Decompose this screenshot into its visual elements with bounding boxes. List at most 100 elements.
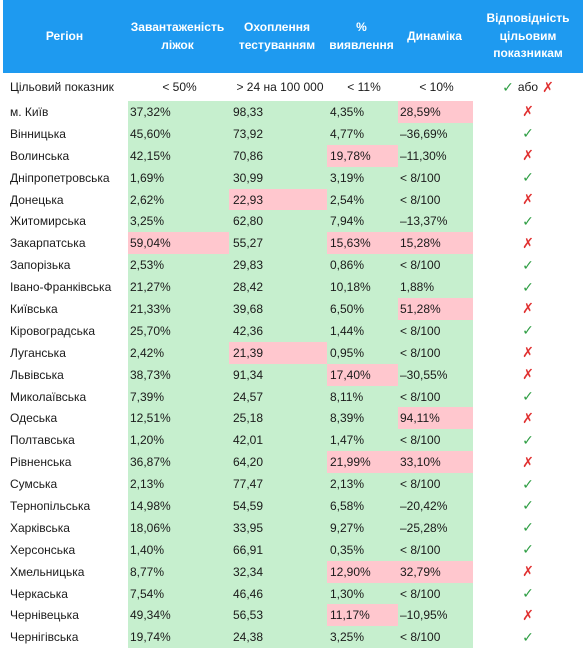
detection-cell: 6,58%	[327, 495, 398, 517]
compliance-cell: ✓	[473, 539, 583, 561]
region-cell: Миколаївська	[10, 389, 87, 404]
detection-cell: 1,30%	[327, 582, 398, 605]
dynamics-cell: 32,79%	[398, 560, 473, 583]
detection-cell: 19,78%	[327, 144, 398, 167]
check-icon: ✓	[522, 388, 534, 405]
testing-cell: 64,20	[229, 451, 327, 474]
region-cell: Дніпропетровська	[10, 170, 110, 185]
dynamics-cell: < 8/100	[398, 429, 473, 452]
regions-table: Регіон Завантаженість ліжок Охоплення те…	[3, 0, 583, 649]
beds-cell: 12,51%	[128, 407, 229, 430]
compliance-cell: ✗	[473, 364, 583, 386]
dynamics-cell: –13,37%	[398, 210, 473, 233]
cross-icon: ✗	[522, 234, 534, 251]
check-icon: ✓	[522, 278, 534, 295]
header-testing: Охоплення тестуванням	[238, 20, 316, 52]
header-compliance: Відповідність цільовим показникам	[486, 11, 570, 61]
dynamics-cell: 94,11%	[398, 407, 473, 430]
beds-cell: 1,69%	[128, 166, 229, 189]
dynamics-cell: < 8/100	[398, 582, 473, 605]
table-body: м. Київ 37,32% 98,33 4,35% 28,59% ✗ Вінницька 4…	[3, 101, 583, 649]
beds-cell: 42,15%	[128, 144, 229, 167]
detection-cell: 8,11%	[327, 385, 398, 408]
table-row: Тернопільська 14,98% 54,59 6,58% –20,42% ✓	[3, 495, 583, 517]
dynamics-cell: < 8/100	[398, 254, 473, 277]
detection-cell: 17,40%	[327, 363, 398, 386]
table-row: Миколаївська 7,39% 24,57 8,11% < 8/100 ✓	[3, 385, 583, 408]
detection-cell: 2,54%	[327, 188, 398, 211]
dynamics-cell: 28,59%	[398, 101, 473, 123]
region-cell: Київська	[10, 301, 58, 316]
region-cell: Чернівецька	[10, 608, 79, 623]
testing-cell: 39,68	[229, 298, 327, 320]
compliance-cell: ✓	[473, 583, 583, 605]
region-cell: Рівненська	[10, 455, 72, 470]
detection-cell: 0,35%	[327, 538, 398, 561]
header-region: Регіон	[45, 28, 84, 43]
compliance-cell: ✓	[473, 473, 583, 495]
region-cell: Одеська	[10, 411, 58, 426]
target-testing: > 24 на 100 000	[236, 80, 324, 94]
region-cell: Херсонська	[10, 542, 76, 557]
region-cell: Івано-Франківська	[10, 280, 112, 295]
dynamics-cell: –36,69%	[398, 122, 473, 145]
testing-cell: 28,42	[229, 276, 327, 299]
compliance-cell: ✗	[473, 407, 583, 429]
target-label: Цільовий показник	[10, 80, 114, 94]
beds-cell: 1,40%	[128, 538, 229, 561]
region-cell: Вінницька	[10, 126, 66, 141]
dynamics-cell: 15,28%	[398, 232, 473, 255]
beds-cell: 37,32%	[128, 101, 229, 123]
detection-cell: 0,95%	[327, 341, 398, 364]
header-beds: Завантаженість ліжок	[130, 20, 225, 52]
beds-cell: 3,25%	[128, 210, 229, 233]
testing-cell: 24,38	[229, 626, 327, 649]
region-cell: Кіровоградська	[10, 323, 96, 338]
cross-icon: ✗	[522, 147, 534, 164]
detection-cell: 21,99%	[327, 451, 398, 474]
check-icon: ✓	[522, 431, 534, 448]
table-row: Херсонська 1,40% 66,91 0,35% < 8/100 ✓	[3, 538, 583, 561]
table-row: Вінницька 45,60% 73,92 4,77% –36,69% ✓	[3, 122, 583, 145]
beds-cell: 36,87%	[128, 451, 229, 474]
compliance-cell: ✓	[473, 123, 583, 145]
detection-cell: 15,63%	[327, 232, 398, 255]
compliance-cell: ✗	[473, 298, 583, 320]
compliance-cell: ✓	[473, 495, 583, 517]
compliance-cell: ✗	[473, 342, 583, 364]
header-dynamics: Динаміка	[407, 28, 462, 43]
dynamics-cell: 51,28%	[398, 298, 473, 320]
cross-icon: ✗	[522, 344, 534, 361]
testing-cell: 25,18	[229, 407, 327, 430]
testing-cell: 77,47	[229, 473, 327, 496]
beds-cell: 18,06%	[128, 516, 229, 539]
testing-cell: 22,93	[229, 188, 327, 211]
region-cell: Донецька	[10, 192, 64, 207]
detection-cell: 9,27%	[327, 516, 398, 539]
compliance-cell: ✗	[473, 561, 583, 583]
testing-cell: 24,57	[229, 385, 327, 408]
detection-cell: 1,47%	[327, 429, 398, 452]
beds-cell: 2,62%	[128, 188, 229, 211]
compliance-cell: ✗	[473, 451, 583, 473]
dynamics-cell: < 8/100	[398, 385, 473, 408]
or-text: або	[517, 80, 539, 94]
testing-cell: 98,33	[229, 101, 327, 123]
region-cell: Харківська	[10, 520, 70, 535]
table-row: Житомирська 3,25% 62,80 7,94% –13,37% ✓	[3, 210, 583, 233]
detection-cell: 7,94%	[327, 210, 398, 233]
testing-cell: 91,34	[229, 363, 327, 386]
compliance-cell: ✓	[473, 429, 583, 451]
table-row: Полтавська 1,20% 42,01 1,47% < 8/100 ✓	[3, 429, 583, 452]
check-icon: ✓	[502, 78, 514, 95]
table-row: м. Київ 37,32% 98,33 4,35% 28,59% ✗	[3, 101, 583, 123]
dynamics-cell: < 8/100	[398, 188, 473, 211]
dynamics-cell: < 8/100	[398, 341, 473, 364]
table-row: Кіровоградська 25,70% 42,36 1,44% < 8/100 ✓	[3, 319, 583, 342]
detection-cell: 6,50%	[327, 298, 398, 320]
cross-icon: ✗	[522, 409, 534, 426]
testing-cell: 21,39	[229, 341, 327, 364]
beds-cell: 49,34%	[128, 604, 229, 627]
beds-cell: 21,33%	[128, 298, 229, 320]
check-icon: ✓	[522, 541, 534, 558]
